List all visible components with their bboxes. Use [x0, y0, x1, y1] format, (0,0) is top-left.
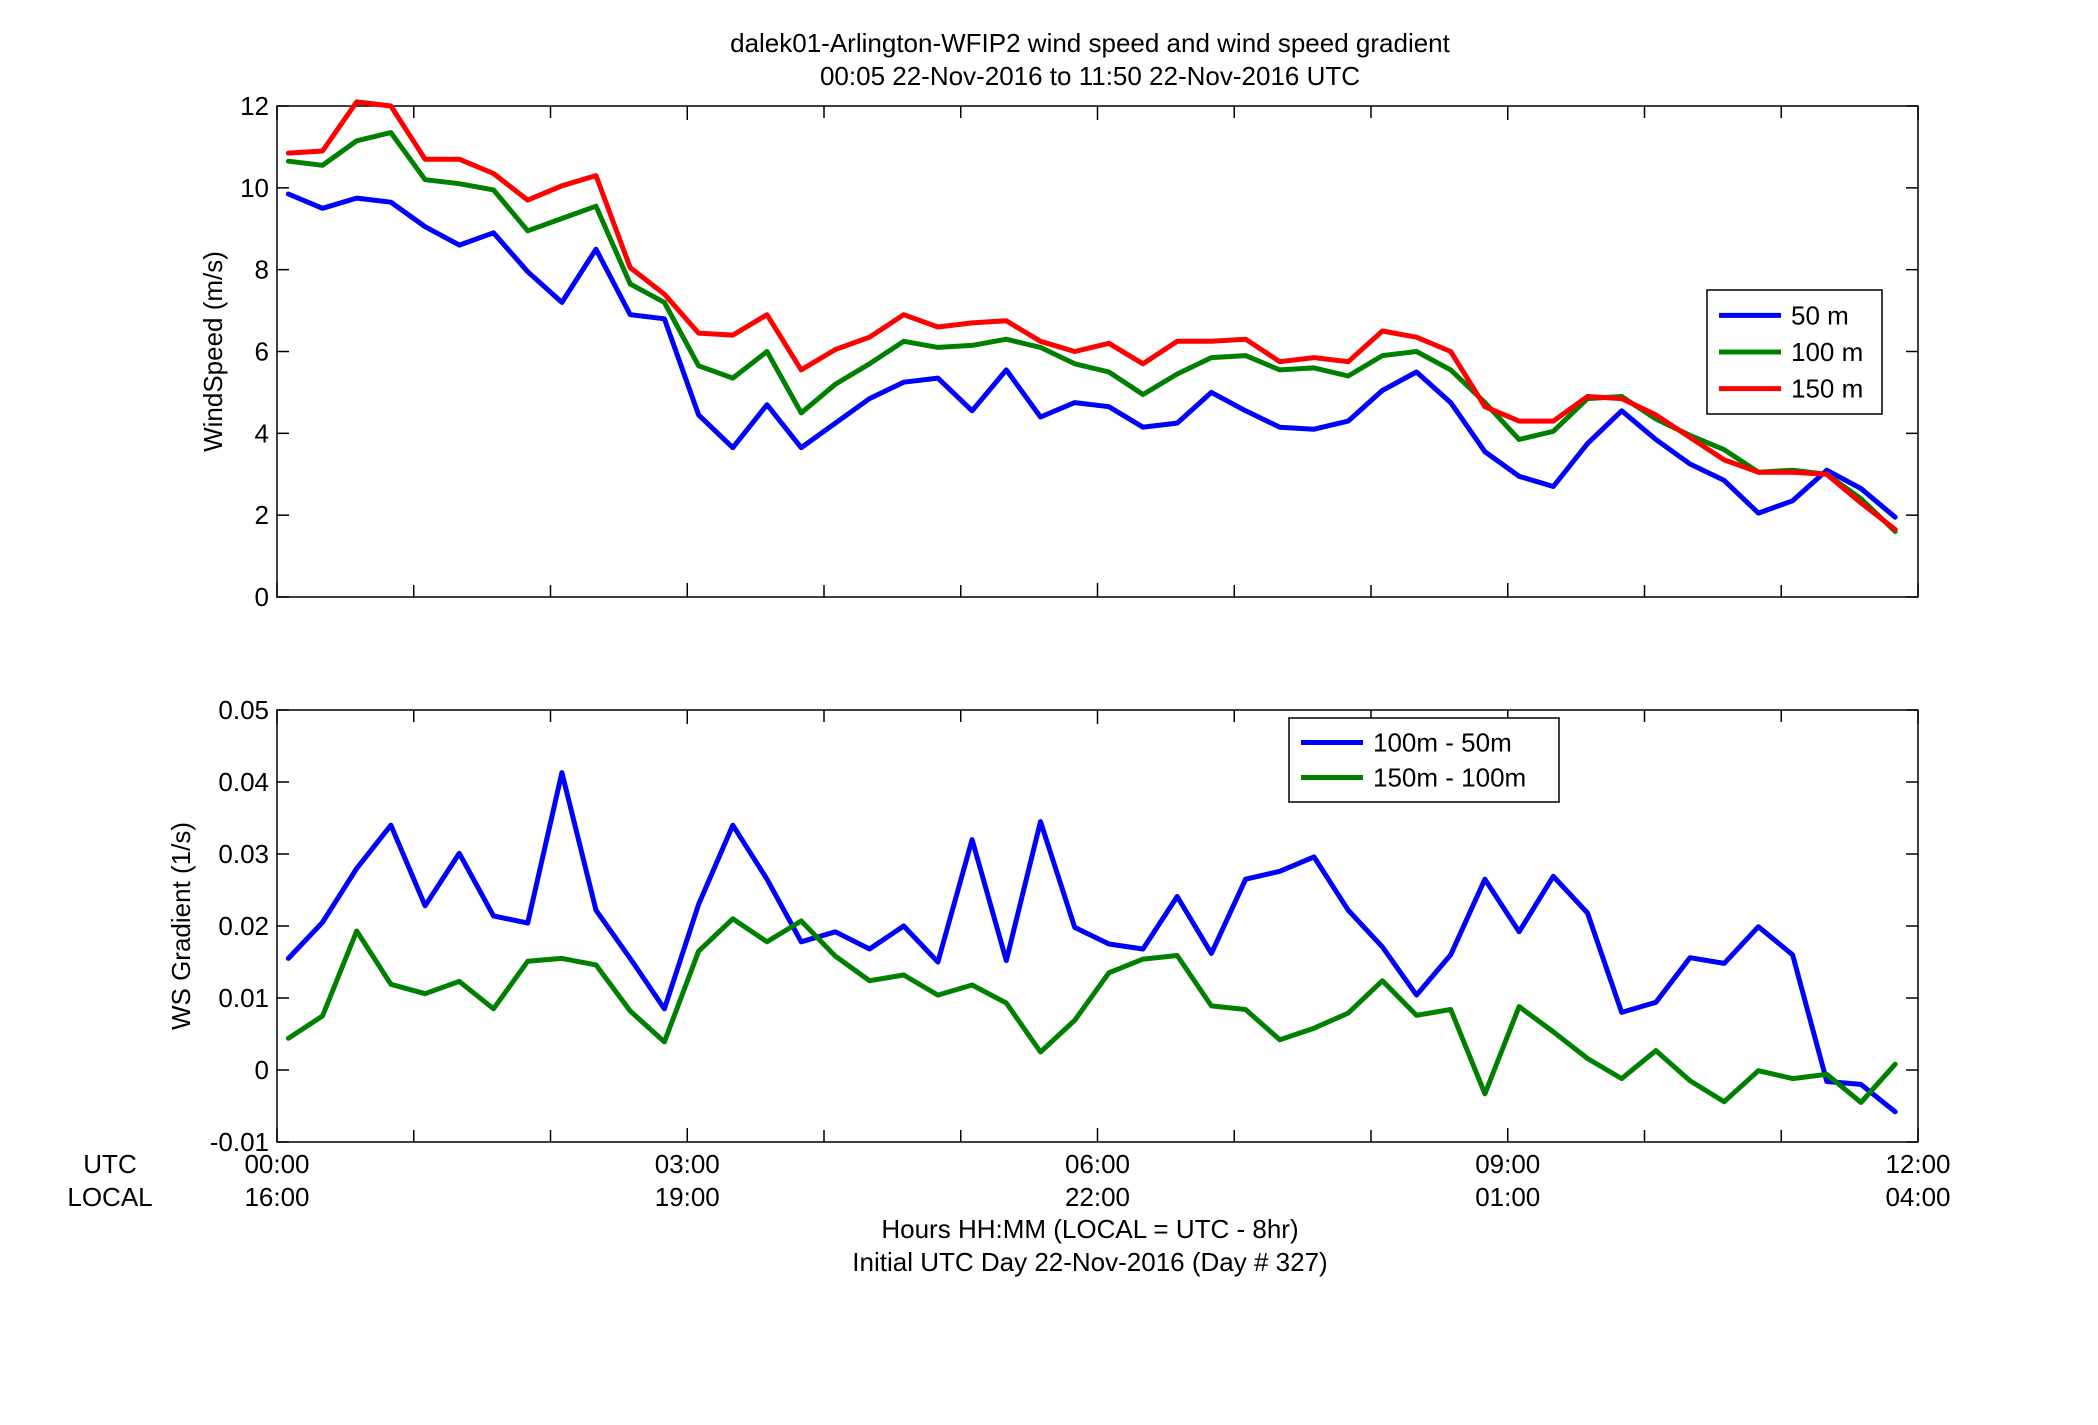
y-tick-label: 8 — [255, 255, 269, 285]
legend-box — [1288, 717, 1560, 803]
gradient-panel: -0.01 0 0.01 0.02 0.03 0.04 0.05 WS Gradient (1… — [166, 695, 1919, 1157]
y-tick-label: 0.04 — [218, 767, 269, 797]
chart-title-line1: dalek01-Arlington-WFIP2 wind speed and w… — [730, 28, 1451, 58]
y-tick-label: 0 — [255, 582, 269, 612]
wind-speed-panel: 0 2 4 6 8 10 12 WindSpeed (m/s) 50 m 100 m 150 m — [198, 91, 1919, 612]
legend-label: 100 m — [1791, 337, 1863, 367]
y-tick-label: 0.03 — [218, 839, 269, 869]
x-tick-label-local: 16:00 — [244, 1182, 309, 1212]
utc-row-label: UTC — [83, 1149, 136, 1179]
series-line-150-m — [285, 99, 1898, 532]
y-tick-label: 0.01 — [218, 983, 269, 1013]
chart-title-line2: 00:05 22-Nov-2016 to 11:50 22-Nov-2016 U… — [820, 61, 1360, 91]
series-line-150m-100m — [285, 916, 1898, 1105]
y-tick-label: 0.02 — [218, 911, 269, 941]
legend-label: 150 m — [1791, 374, 1863, 404]
y-tick-label: 4 — [255, 418, 269, 448]
plot-area — [276, 105, 1919, 598]
y-tick-label: 10 — [240, 173, 269, 203]
series-line-50-m — [285, 191, 1898, 520]
x-tick-label-local: 04:00 — [1885, 1182, 1950, 1212]
y-axis-label: WindSpeed (m/s) — [198, 251, 228, 452]
x-tick-label-local: 19:00 — [655, 1182, 720, 1212]
y-axis-label: WS Gradient (1/s) — [166, 822, 196, 1030]
y-tick-label: 6 — [255, 337, 269, 367]
legend: 50 m 100 m 150 m — [1706, 289, 1883, 415]
y-tick-label: -0.01 — [210, 1127, 269, 1157]
x-tick-label-local: 22:00 — [1065, 1182, 1130, 1212]
x-tick-label-utc: 00:00 — [244, 1149, 309, 1179]
y-tick-label: 2 — [255, 500, 269, 530]
y-tick-label: 0.05 — [218, 695, 269, 725]
local-row-label: LOCAL — [67, 1182, 152, 1212]
legend-label: 150m - 100m — [1373, 763, 1526, 793]
legend-label: 100m - 50m — [1373, 728, 1512, 758]
x-tick-label-utc: 06:00 — [1065, 1149, 1130, 1179]
plot-area — [276, 709, 1919, 1143]
legend: 100m - 50m 150m - 100m — [1288, 717, 1560, 803]
x-axis-label-line1: Hours HH:MM (LOCAL = UTC - 8hr) — [881, 1214, 1298, 1244]
x-tick-label-utc: 12:00 — [1885, 1149, 1950, 1179]
x-axis-label-line2: Initial UTC Day 22-Nov-2016 (Day # 327) — [852, 1247, 1327, 1277]
y-tick-label: 12 — [240, 91, 269, 121]
legend-label: 50 m — [1791, 300, 1849, 330]
y-tick-label: 0 — [255, 1055, 269, 1085]
x-tick-label-local: 01:00 — [1475, 1182, 1540, 1212]
series-line-100m-50m — [285, 770, 1898, 1115]
x-tick-label-utc: 03:00 — [655, 1149, 720, 1179]
x-tick-label-utc: 09:00 — [1475, 1149, 1540, 1179]
